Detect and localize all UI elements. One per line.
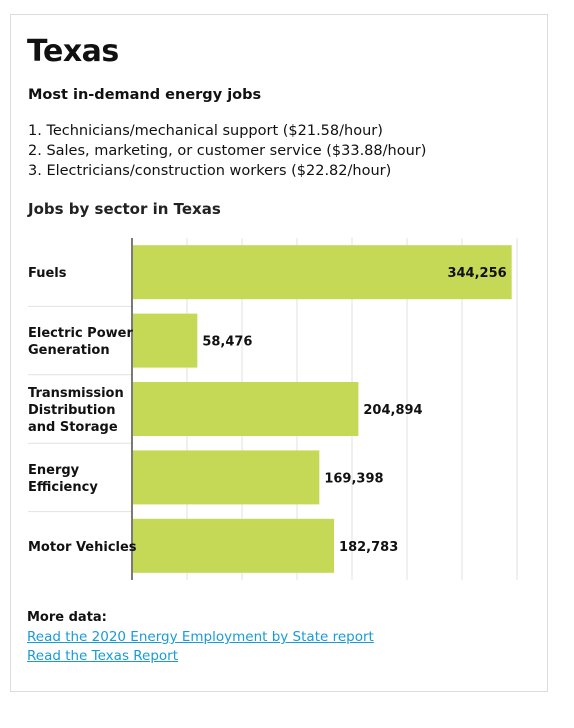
bar [133,382,359,436]
value-label: 58,476 [202,335,252,350]
jobs-list-item: 3. Electricians/construction workers ($2… [28,163,392,179]
energy-employment-report-link[interactable]: Read the 2020 Energy Employment by State… [27,629,374,645]
jobs-list: 1. Technicians/mechanical support ($21.5… [28,121,426,181]
bar [133,518,335,573]
category-label: Fuels [28,266,67,281]
category-label: Motor Vehicles [28,540,137,555]
bar [133,450,320,505]
category-label: Transmission Distribution and Storage [28,386,124,435]
texas-report-link[interactable]: Read the Texas Report [27,648,179,664]
chart-title: Jobs by sector in Texas [28,200,221,218]
jobs-list-item: 1. Technicians/mechanical support ($21.5… [28,123,383,139]
more-data-label: More data: [27,610,107,625]
value-label: 204,894 [363,403,422,418]
jobs-list-item: 2. Sales, marketing, or customer service… [28,143,427,159]
jobs-subtitle: Most in-demand energy jobs [28,87,262,103]
category-label: Electric Power Generation [28,326,133,358]
page-title: Texas [27,34,119,69]
value-label: 344,256 [447,266,506,281]
bar [133,313,198,368]
value-label: 169,398 [324,471,383,486]
card-container [10,14,548,692]
bar [133,245,512,300]
category-label: Energy Efficiency [28,463,98,495]
value-label: 182,783 [339,540,398,555]
